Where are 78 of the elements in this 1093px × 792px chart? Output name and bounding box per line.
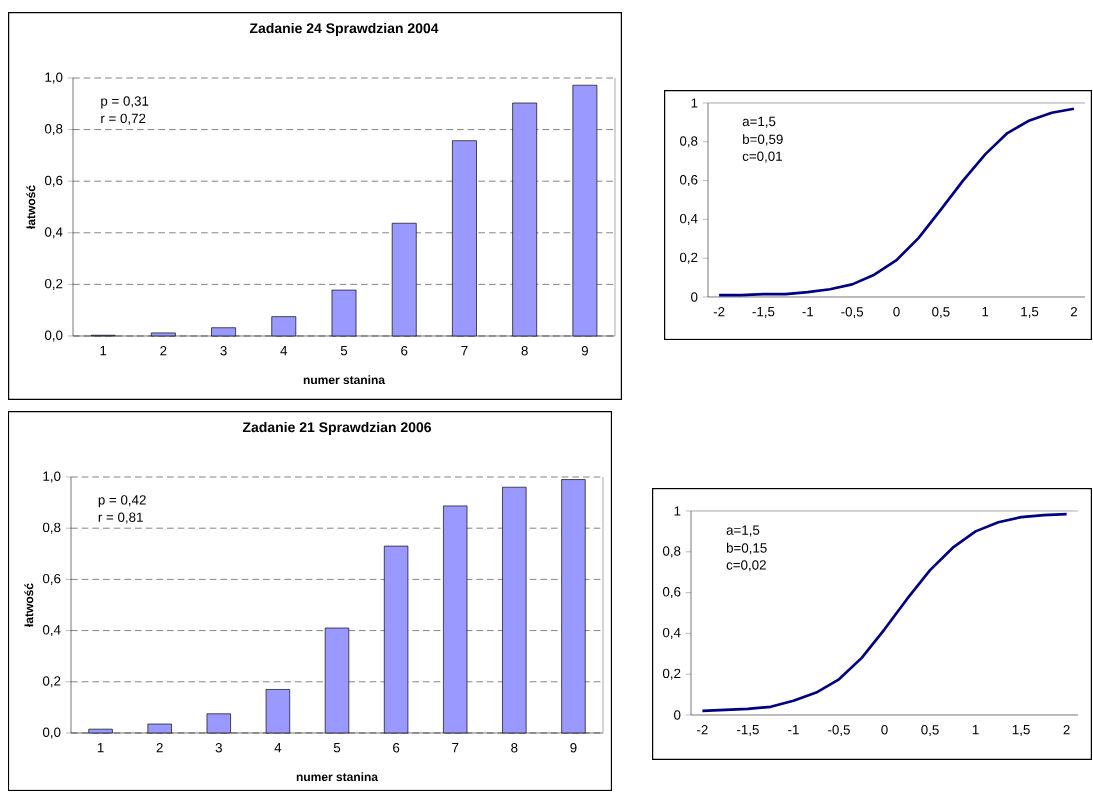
- y-axis-title: łatwość: [26, 185, 36, 229]
- x-tick-label: 0,5: [921, 725, 939, 737]
- x-axis-title: numer stanina: [303, 375, 386, 385]
- y-tick-label: 0,8: [42, 522, 61, 534]
- x-tick-label: 6: [401, 346, 408, 356]
- y-tick-label: 1: [691, 98, 698, 108]
- annotation: a=1,5: [726, 525, 760, 537]
- x-tick-label: 0: [881, 725, 888, 735]
- x-tick-label: -1,5: [737, 725, 759, 736]
- y-tick-label: 0,0: [42, 727, 61, 739]
- x-tick-label: 0: [893, 307, 900, 317]
- x-tick-label: -2: [713, 307, 725, 317]
- x-tick-label: 1: [97, 743, 104, 753]
- annotation: r = 0,81: [98, 512, 143, 524]
- chart-title: Zadanie 24 Sprawdzian 2004: [249, 22, 439, 36]
- x-tick-label: 1,5: [1012, 725, 1030, 736]
- x-tick-label: -2: [697, 725, 708, 735]
- y-tick-label: 0,8: [679, 136, 698, 148]
- x-tick-label: 5: [340, 346, 348, 356]
- y-tick-label: 0,2: [42, 676, 61, 688]
- x-tick-label: 3: [215, 743, 222, 753]
- y-tick-label: 0,6: [679, 175, 698, 187]
- x-tick-label: 4: [280, 346, 288, 356]
- y-tick-label: 0,8: [662, 546, 681, 558]
- line-series: [717, 107, 1076, 297]
- y-tick-label: 1: [674, 506, 681, 516]
- x-tick-label: -0,5: [841, 307, 864, 319]
- x-tick-label: 2: [160, 346, 167, 356]
- y-tick-label: 1,0: [43, 471, 61, 483]
- annotation: c=0,01: [742, 151, 782, 163]
- y-tick-label: 0,6: [44, 175, 63, 187]
- y-tick-label: 0,8: [44, 124, 63, 136]
- line-series: [701, 512, 1068, 713]
- x-tick-label: 1: [972, 725, 979, 735]
- x-tick-label: 7: [461, 346, 468, 356]
- annotation: p = 0,42: [98, 495, 146, 508]
- x-tick-label: 2: [156, 743, 163, 753]
- x-tick-label: 1: [100, 346, 107, 356]
- x-axis-title: numer stanina: [296, 772, 379, 782]
- x-tick-label: 5: [333, 743, 341, 753]
- x-tick-label: 6: [393, 743, 400, 753]
- y-tick-label: 0,2: [679, 252, 698, 264]
- x-tick-label: 9: [581, 346, 588, 356]
- x-tick-label: 3: [220, 346, 227, 356]
- y-tick-label: 0,4: [44, 227, 63, 239]
- x-tick-label: -1,5: [752, 307, 775, 318]
- x-tick-label: 9: [570, 743, 577, 753]
- y-tick-label: 0,6: [42, 573, 61, 585]
- x-tick-label: -0,5: [828, 725, 850, 737]
- y-tick-label: 0,2: [662, 668, 681, 680]
- x-tick-label: 8: [511, 743, 518, 753]
- x-tick-label: 8: [521, 346, 528, 356]
- annotation: c=0,02: [726, 560, 766, 572]
- x-tick-label: 2: [1070, 307, 1077, 317]
- annotation: b=0,59: [743, 134, 783, 146]
- y-tick-label: 0: [674, 710, 681, 720]
- y-tick-label: 0,6: [662, 587, 681, 599]
- annotation: p = 0,31: [101, 96, 149, 109]
- annotation: r = 0,72: [101, 113, 146, 125]
- x-tick-label: -1: [788, 725, 799, 735]
- x-tick-label: -1: [802, 307, 814, 317]
- y-tick-label: 0,2: [44, 278, 63, 290]
- annotation: b=0,15: [726, 542, 767, 555]
- y-tick-label: 0,4: [42, 625, 61, 637]
- y-tick-label: 1,0: [45, 72, 63, 84]
- x-tick-label: 0,5: [932, 307, 950, 319]
- x-tick-label: 1,5: [1021, 307, 1039, 318]
- y-tick-label: 0,4: [679, 213, 698, 225]
- y-tick-label: 0,0: [44, 330, 63, 342]
- chart-title: Zadanie 21 Sprawdzian 2006: [242, 421, 432, 435]
- x-tick-label: 2: [1063, 725, 1070, 735]
- annotation: a=1,5: [742, 116, 776, 128]
- x-tick-label: 7: [452, 743, 459, 753]
- x-tick-label: 4: [274, 743, 282, 753]
- y-tick-label: 0,4: [662, 627, 681, 639]
- y-axis-title: łatwość: [24, 583, 34, 627]
- y-tick-label: 0: [691, 292, 698, 302]
- x-tick-label: 1: [982, 307, 989, 317]
